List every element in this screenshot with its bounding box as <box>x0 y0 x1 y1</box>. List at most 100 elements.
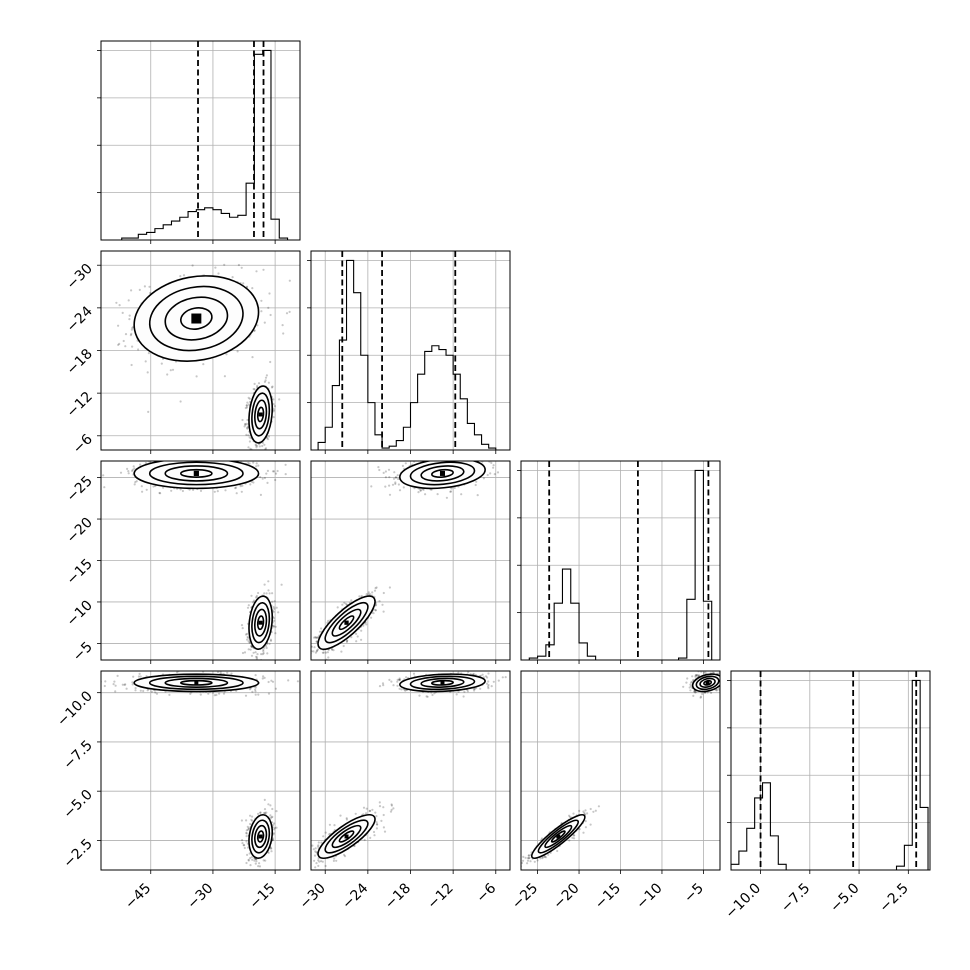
sample-point <box>315 640 318 643</box>
sample-point <box>147 352 150 355</box>
sample-point <box>344 602 347 605</box>
contour-line <box>164 296 229 341</box>
sample-point <box>374 587 377 590</box>
sample-point <box>144 360 147 363</box>
sample-point <box>493 473 496 476</box>
sample-point <box>313 646 316 649</box>
sample-point <box>306 657 308 659</box>
sample-point <box>388 493 392 496</box>
sample-point <box>252 481 255 484</box>
sample-point <box>148 285 151 288</box>
sample-point <box>282 332 285 335</box>
sample-point <box>382 471 385 474</box>
contour-line <box>148 461 244 486</box>
sample-point <box>224 489 227 492</box>
sample-point <box>138 672 141 676</box>
sample-point <box>211 691 215 694</box>
sample-point <box>424 493 427 496</box>
sample-point <box>255 446 258 449</box>
sample-point <box>267 803 270 806</box>
sample-point <box>360 594 363 598</box>
contour-line <box>164 465 229 482</box>
contour-line <box>248 595 274 651</box>
sample-point <box>257 382 261 385</box>
sample-point <box>245 422 248 425</box>
sample-point <box>263 583 266 586</box>
sample-point <box>260 299 263 302</box>
contour-line <box>248 385 274 444</box>
sample-point <box>388 476 391 479</box>
sample-point <box>244 422 247 426</box>
contour-line <box>338 615 355 631</box>
panel-3-0: −45 −30 −15−2.5−5.0−7.5−10.0 <box>54 670 301 913</box>
sample-point <box>124 333 128 336</box>
sample-point <box>449 452 451 454</box>
sample-point <box>370 485 373 488</box>
sample-point <box>149 291 152 295</box>
sample-point <box>322 651 325 654</box>
sample-point <box>384 485 387 488</box>
sample-point <box>241 627 244 630</box>
sample-point <box>140 485 143 488</box>
sample-point <box>324 651 327 654</box>
sample-point <box>202 363 205 366</box>
sample-point <box>274 632 277 635</box>
sample-point <box>392 477 396 480</box>
sample-point <box>142 689 145 693</box>
sample-point <box>381 603 384 606</box>
sample-point <box>145 488 148 491</box>
sample-point <box>249 447 252 450</box>
sample-point <box>261 444 264 448</box>
sample-point <box>223 375 226 378</box>
sample-point <box>274 687 277 690</box>
sample-point <box>121 683 124 686</box>
sample-point <box>160 452 162 454</box>
sample-point <box>133 467 136 470</box>
sample-point <box>261 477 264 480</box>
sample-point <box>234 487 237 490</box>
sample-point <box>243 425 246 428</box>
sample-point <box>260 653 263 656</box>
sample-point <box>266 469 269 472</box>
sample-point <box>262 650 265 653</box>
sample-point <box>245 819 248 822</box>
sample-point <box>272 617 275 620</box>
sample-point <box>248 440 251 443</box>
sample-point <box>255 465 258 468</box>
sample-point <box>269 639 273 642</box>
sample-point <box>419 489 422 492</box>
sample-point <box>252 461 255 464</box>
sample-point <box>342 644 345 648</box>
density-peak <box>344 620 349 625</box>
sample-point <box>492 464 495 467</box>
sample-point <box>171 368 175 371</box>
sample-point <box>273 625 276 628</box>
sample-point <box>257 865 260 868</box>
sample-point <box>401 464 404 467</box>
sample-point <box>459 456 461 458</box>
sample-point <box>467 452 469 454</box>
sample-point <box>256 384 259 387</box>
sample-point <box>176 671 179 674</box>
sample-point <box>474 483 477 487</box>
sample-point <box>250 594 253 597</box>
sample-point <box>179 400 182 403</box>
sample-point <box>262 268 265 271</box>
sample-point <box>355 640 358 643</box>
sample-point <box>249 864 252 867</box>
sample-point <box>264 379 267 382</box>
sample-point <box>271 680 275 683</box>
sample-point <box>267 692 271 695</box>
sample-point <box>128 314 131 317</box>
sample-point <box>152 485 155 488</box>
sample-point <box>397 483 400 486</box>
sample-point <box>191 264 194 267</box>
sample-point <box>254 443 257 446</box>
sample-point <box>241 651 245 655</box>
sample-point <box>394 482 397 485</box>
sample-point <box>246 606 250 609</box>
sample-point <box>264 811 267 814</box>
sample-point <box>263 476 266 480</box>
sample-point <box>489 472 492 475</box>
sample-point <box>127 299 130 302</box>
